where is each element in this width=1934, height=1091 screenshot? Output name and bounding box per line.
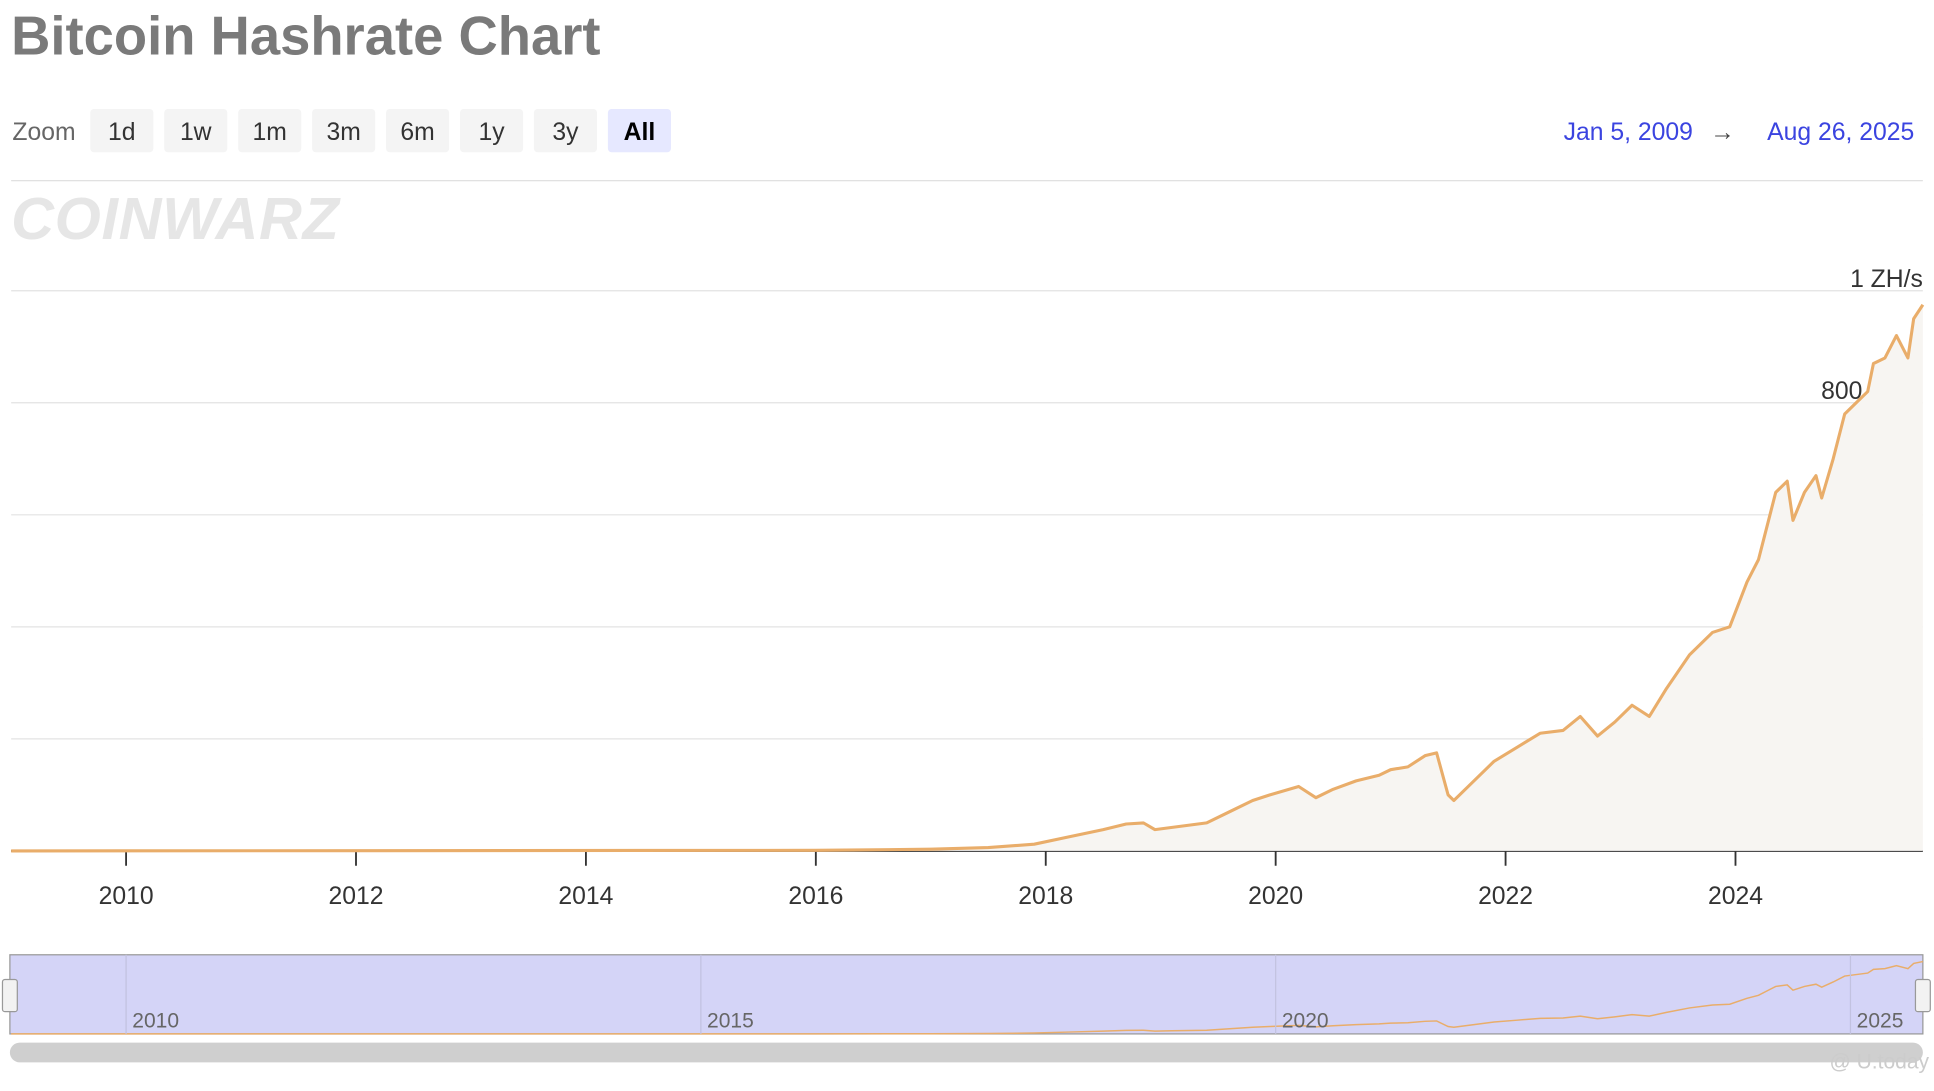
credit: @ U.today — [1829, 1051, 1929, 1074]
zoom-button-label[interactable]: All — [624, 119, 656, 146]
zoom-button[interactable] — [533, 108, 598, 153]
navigator-tick-label: 2010 — [132, 1010, 179, 1033]
zoom-label: Zoom — [12, 119, 75, 146]
zoom-button-label[interactable]: 1y — [478, 119, 505, 146]
navigator-content: 2010 2015 2020 2025 — [11, 954, 1924, 1035]
zoom-button[interactable] — [607, 108, 671, 153]
zoom-button[interactable] — [90, 108, 154, 153]
x-tick-label: 2024 — [1708, 883, 1763, 910]
zoom-button-label[interactable]: 1d — [108, 119, 135, 146]
zoom-button-label[interactable]: 3y — [552, 119, 579, 146]
navigator-handle[interactable] — [1914, 978, 1931, 1013]
range-from[interactable]: Jan 5, 2009 — [1564, 119, 1693, 146]
zoom-button-label[interactable]: 6m — [400, 119, 434, 146]
line — [11, 303, 1925, 853]
navigator[interactable] — [9, 954, 1924, 1035]
zoom-button[interactable] — [460, 108, 524, 153]
range-separator: → — [1710, 119, 1735, 146]
x-tick-label: 2010 — [99, 883, 154, 910]
navigator-tick-label: 2020 — [1282, 1010, 1329, 1033]
x-tick-label: 2020 — [1248, 883, 1303, 910]
x-tick-label: 2022 — [1478, 883, 1533, 910]
zoom-button-label[interactable]: 3m — [326, 119, 360, 146]
watermark: COINWARZ — [11, 185, 341, 252]
navigator-line — [11, 960, 1924, 1035]
area — [11, 304, 1923, 851]
plot: 0200 EH/s400 EH/s600 EH/s800 EH/s1 ZH/s2… — [11, 266, 1925, 910]
zoom-button[interactable] — [386, 108, 450, 153]
chart-title: Bitcoin Hashrate Chart — [11, 6, 600, 67]
zoom-button[interactable] — [164, 108, 228, 153]
x-tick-label: 2018 — [1018, 883, 1073, 910]
x-tick-label: 2012 — [329, 883, 384, 910]
y-tick-label: 1 ZH/s — [1850, 266, 1923, 293]
scrollbar[interactable] — [9, 1042, 1923, 1063]
x-tick-label: 2014 — [558, 883, 613, 910]
zoom-button[interactable] — [312, 108, 376, 153]
navigator-tick-label: 2015 — [707, 1010, 754, 1033]
x-tick-label: 2016 — [788, 883, 843, 910]
navigator-handle[interactable] — [1, 978, 18, 1013]
zoom-button[interactable] — [238, 108, 302, 153]
zoom-button-label[interactable]: 1m — [253, 119, 287, 146]
zoom-button-label[interactable]: 1w — [180, 119, 212, 146]
range-to[interactable]: Aug 26, 2025 — [1767, 119, 1914, 146]
navigator-tick-label: 2025 — [1857, 1010, 1904, 1033]
